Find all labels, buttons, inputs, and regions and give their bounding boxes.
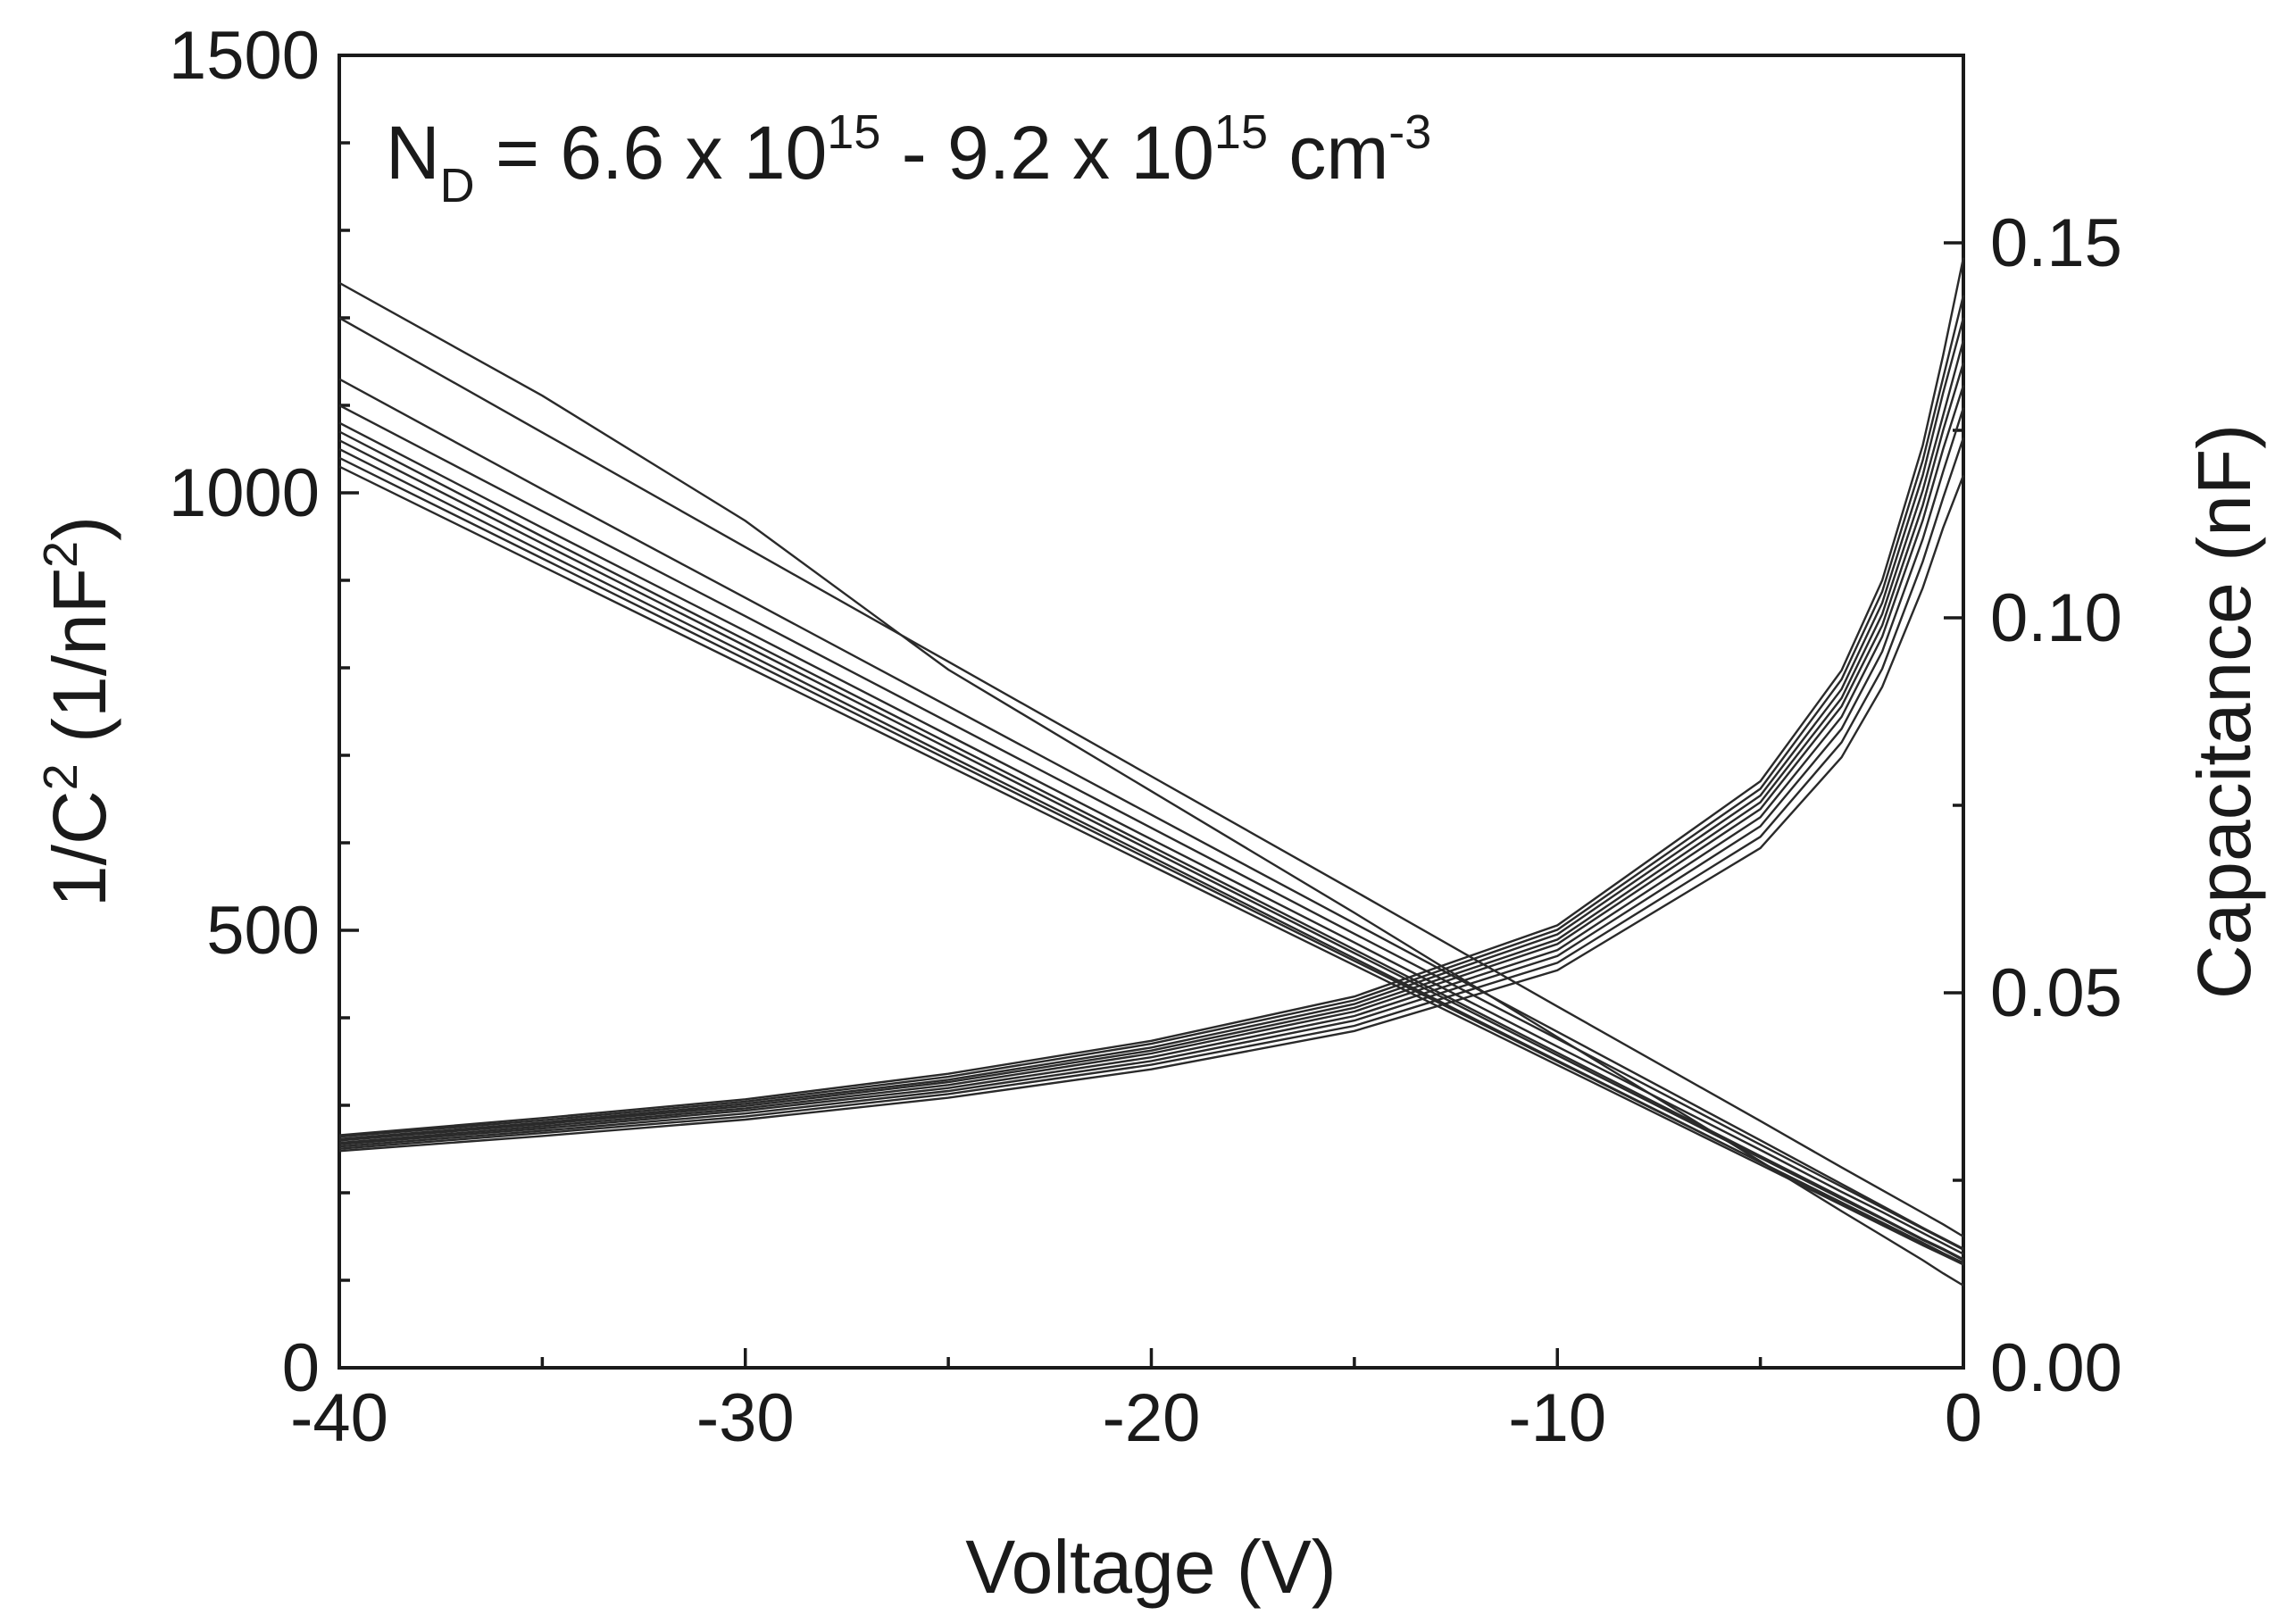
x-tick-label: -10	[1508, 1380, 1606, 1456]
capacitance-series-line	[338, 295, 1965, 1138]
y-left-tick-label: 1000	[169, 455, 320, 531]
doping-annotation: ND = 6.6 x 1015 - 9.2 x 1015 cm-3	[386, 105, 1431, 212]
y-left-tick-label: 1500	[169, 18, 320, 94]
y-left-axis-title: 1/C2 (1/nF2)	[34, 516, 121, 907]
capacitance-series-line	[338, 257, 1965, 1137]
capacitance-series-line	[338, 407, 1965, 1148]
axis-ticks	[338, 54, 1965, 1370]
y-left-tick-label: 0	[282, 1330, 320, 1406]
inverse-c2-curves	[338, 281, 1964, 1287]
capacitance-series-line	[338, 362, 1965, 1145]
x-tick-label: -20	[1103, 1380, 1201, 1456]
y-right-axis-title: Capacitance (nF)	[2182, 424, 2266, 999]
capacitance-series-line	[338, 437, 1965, 1150]
x-axis-title: Voltage (V)	[965, 1525, 1337, 1609]
x-tick-label: 0	[1945, 1380, 1982, 1456]
y-right-tick-label: 0.00	[1990, 1330, 2122, 1406]
capacitance-series-line	[338, 385, 1965, 1145]
x-tick-label: -40	[290, 1380, 388, 1456]
capacitance-series-line	[338, 317, 1965, 1140]
inverse-c2-series-line	[338, 439, 1964, 1262]
inverse-c2-series-line	[338, 421, 1964, 1255]
y-right-tick-label: 0.10	[1990, 580, 2122, 656]
y-left-tick-label: 500	[206, 893, 320, 969]
y-right-tick-label: 0.15	[1990, 205, 2122, 281]
inverse-c2-series-line	[338, 465, 1964, 1266]
inverse-c2-series-line	[338, 316, 1964, 1238]
capacitance-curves	[338, 257, 1965, 1153]
inverse-c2-series-line	[338, 281, 1964, 1287]
y-right-tick-label: 0.05	[1990, 955, 2122, 1031]
capacitance-series-line	[338, 339, 1965, 1142]
axis-tick-labels: -40 -30 -20 -10 0 0 500 1000 1500 0.00 0.05 0.10 0.1…	[169, 18, 2122, 1456]
inverse-c2-series-line	[338, 430, 1964, 1261]
inverse-c2-series-line	[338, 404, 1964, 1251]
capacitance-series-line	[338, 474, 1965, 1153]
plot-frame	[338, 54, 1965, 1370]
x-tick-label: -30	[696, 1380, 795, 1456]
inverse-c2-series-line	[338, 456, 1964, 1264]
